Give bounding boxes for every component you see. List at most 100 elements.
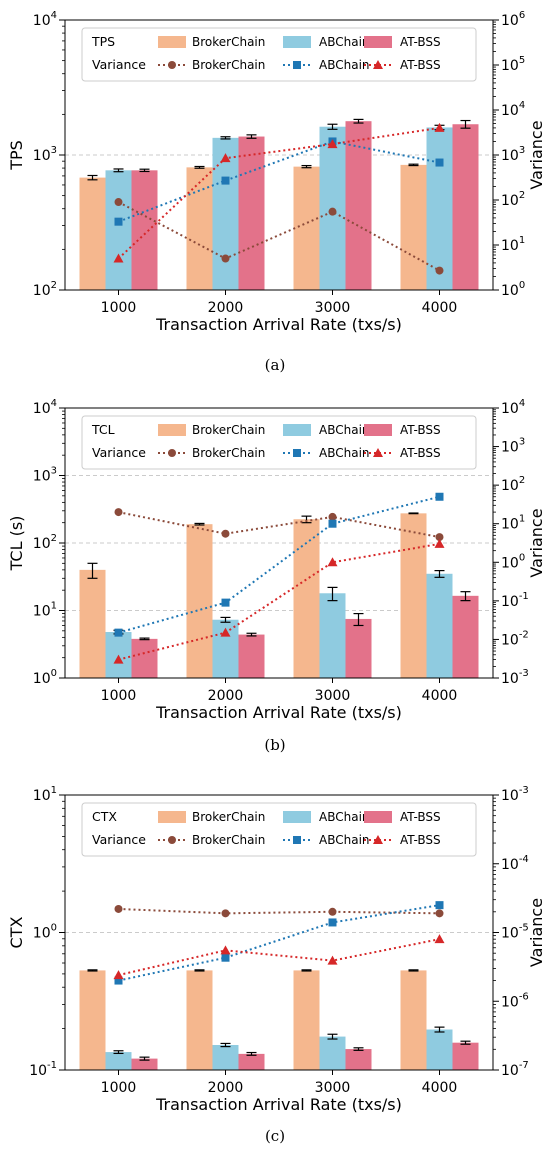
- variance-point-at-bss-1000: [113, 654, 124, 664]
- legend-label-brokerchain: BrokerChain: [192, 35, 265, 49]
- y2-axis-label: Variance: [527, 898, 546, 967]
- x-tick-label: 2000: [208, 1080, 244, 1096]
- variance-point-at-bss-3000: [327, 557, 338, 567]
- y-tick-label: 101: [33, 601, 57, 620]
- bar-at-bss-3000: [345, 618, 372, 678]
- legend-variance-label-at-bss: AT-BSS: [400, 446, 441, 460]
- bar-brokerchain-1000: [79, 569, 106, 678]
- variance-point-brokerchain-4000: [435, 909, 444, 918]
- legend-variance-label-brokerchain: BrokerChain: [192, 833, 265, 847]
- x-axis-label: Transaction Arrival Rate (txs/s): [155, 703, 402, 722]
- variance-point-brokerchain-4000: [435, 266, 444, 275]
- variance-point-brokerchain-2000: [221, 254, 230, 263]
- variance-line-brokerchain: [118, 511, 440, 539]
- legend-variance-label-at-bss: AT-BSS: [400, 58, 441, 72]
- variance-point-brokerchain-3000: [328, 512, 337, 521]
- variance-point-brokerchain-3000: [328, 907, 337, 916]
- legend-variance-label-abchain: ABChain: [319, 446, 370, 460]
- legend-marker-at-bss: [373, 60, 383, 69]
- bar-abchain-3000: [319, 593, 346, 678]
- y2-tick-label: 10-1: [501, 591, 529, 610]
- variance-point-abchain-2000: [221, 953, 230, 962]
- y-tick-label: 10-1: [29, 1060, 57, 1079]
- legend-marker-brokerchain: [168, 61, 176, 69]
- y2-axis-label: Variance: [527, 120, 546, 189]
- variance-line-brokerchain: [118, 201, 440, 272]
- variance-point-brokerchain-1000: [114, 508, 123, 517]
- variance-point-brokerchain-2000: [221, 909, 230, 918]
- y-tick-label: 103: [33, 145, 57, 164]
- x-tick-label: 4000: [422, 300, 458, 316]
- y2-tick-label: 101: [501, 514, 525, 533]
- bar-abchain-2000: [212, 1044, 239, 1070]
- panel-caption: (b): [264, 736, 285, 754]
- chart-panel-1: 102 103 104 100 101 102 103 104 105 106 1000 2000 30…: [7, 10, 546, 374]
- y-tick-label: 102: [33, 280, 57, 299]
- y2-tick-label: 103: [501, 437, 525, 456]
- legend-swatch-abchain: [283, 36, 311, 48]
- y-tick-label: 101: [33, 785, 57, 804]
- variance-point-at-bss-4000: [434, 122, 445, 132]
- y2-tick-label: 10-3: [501, 785, 529, 804]
- legend-variance-title: Variance: [92, 57, 146, 72]
- legend-label-at-bss: AT-BSS: [400, 423, 441, 437]
- legend-label-abchain: ABChain: [319, 810, 370, 824]
- variance-point-abchain-3000: [328, 519, 337, 528]
- panel-caption: (a): [265, 356, 286, 374]
- bar-abchain-4000: [426, 127, 453, 290]
- variance-line-at-bss: [118, 938, 440, 977]
- bar-brokerchain-3000: [293, 970, 320, 1070]
- bar-brokerchain-2000: [186, 167, 213, 290]
- legend-variance-label-brokerchain: BrokerChain: [192, 446, 265, 460]
- variance-point-at-bss-1000: [113, 970, 124, 980]
- legend-variance-title: Variance: [92, 832, 146, 847]
- variance-point-abchain-4000: [435, 158, 444, 167]
- legend-label-abchain: ABChain: [319, 35, 370, 49]
- panel-caption: (c): [265, 1127, 285, 1145]
- variance-point-abchain-2000: [221, 598, 230, 607]
- legend-variance-label-at-bss: AT-BSS: [400, 833, 441, 847]
- bar-at-bss-4000: [452, 595, 479, 678]
- legend-swatch-at-bss: [364, 424, 392, 436]
- y2-tick-label: 10-6: [501, 991, 529, 1010]
- y2-tick-label: 10-5: [501, 923, 529, 942]
- legend-marker-abchain: [293, 449, 301, 457]
- variance-point-at-bss-3000: [327, 955, 338, 965]
- bar-at-bss-2000: [238, 634, 265, 678]
- legend-swatch-abchain: [283, 424, 311, 436]
- variance-point-at-bss-3000: [327, 139, 338, 149]
- y-tick-label: 104: [33, 10, 57, 29]
- legend-metric-title: TPS: [91, 34, 115, 49]
- x-tick-label: 1000: [101, 300, 137, 316]
- bar-at-bss-4000: [452, 124, 479, 291]
- variance-point-at-bss-1000: [113, 253, 124, 263]
- legend-swatch-at-bss: [364, 811, 392, 823]
- y-axis-label: TPS: [7, 140, 26, 171]
- bar-at-bss-1000: [131, 638, 158, 678]
- legend-variance-title: Variance: [92, 445, 146, 460]
- legend-variance-label-abchain: ABChain: [319, 58, 370, 72]
- x-tick-label: 3000: [315, 688, 351, 704]
- bar-abchain-4000: [426, 1029, 453, 1070]
- legend-marker-at-bss: [373, 835, 383, 844]
- bar-abchain-2000: [212, 137, 239, 290]
- x-tick-label: 4000: [422, 688, 458, 704]
- x-tick-label: 1000: [101, 688, 137, 704]
- y2-tick-label: 10-7: [501, 1060, 529, 1079]
- y2-tick-label: 102: [501, 190, 525, 209]
- bar-brokerchain-4000: [400, 513, 427, 678]
- x-axis-label: Transaction Arrival Rate (txs/s): [155, 1095, 402, 1114]
- variance-point-at-bss-2000: [220, 153, 231, 163]
- legend-swatch-abchain: [283, 811, 311, 823]
- legend-swatch-brokerchain: [158, 424, 186, 436]
- legend-swatch-at-bss: [364, 36, 392, 48]
- chart-panel-3: 10-1 100 101 10-7 10-6 10-5 10-4 10-3 1000 2000 30…: [7, 785, 546, 1145]
- variance-line-abchain: [118, 140, 440, 223]
- bar-brokerchain-1000: [79, 177, 106, 290]
- variance-point-abchain-1000: [114, 976, 123, 985]
- y-tick-label: 100: [33, 668, 57, 687]
- legend-metric-title: TCL: [91, 422, 115, 437]
- bar-brokerchain-2000: [186, 970, 213, 1070]
- y2-tick-label: 104: [501, 398, 525, 417]
- variance-line-brokerchain: [118, 907, 440, 915]
